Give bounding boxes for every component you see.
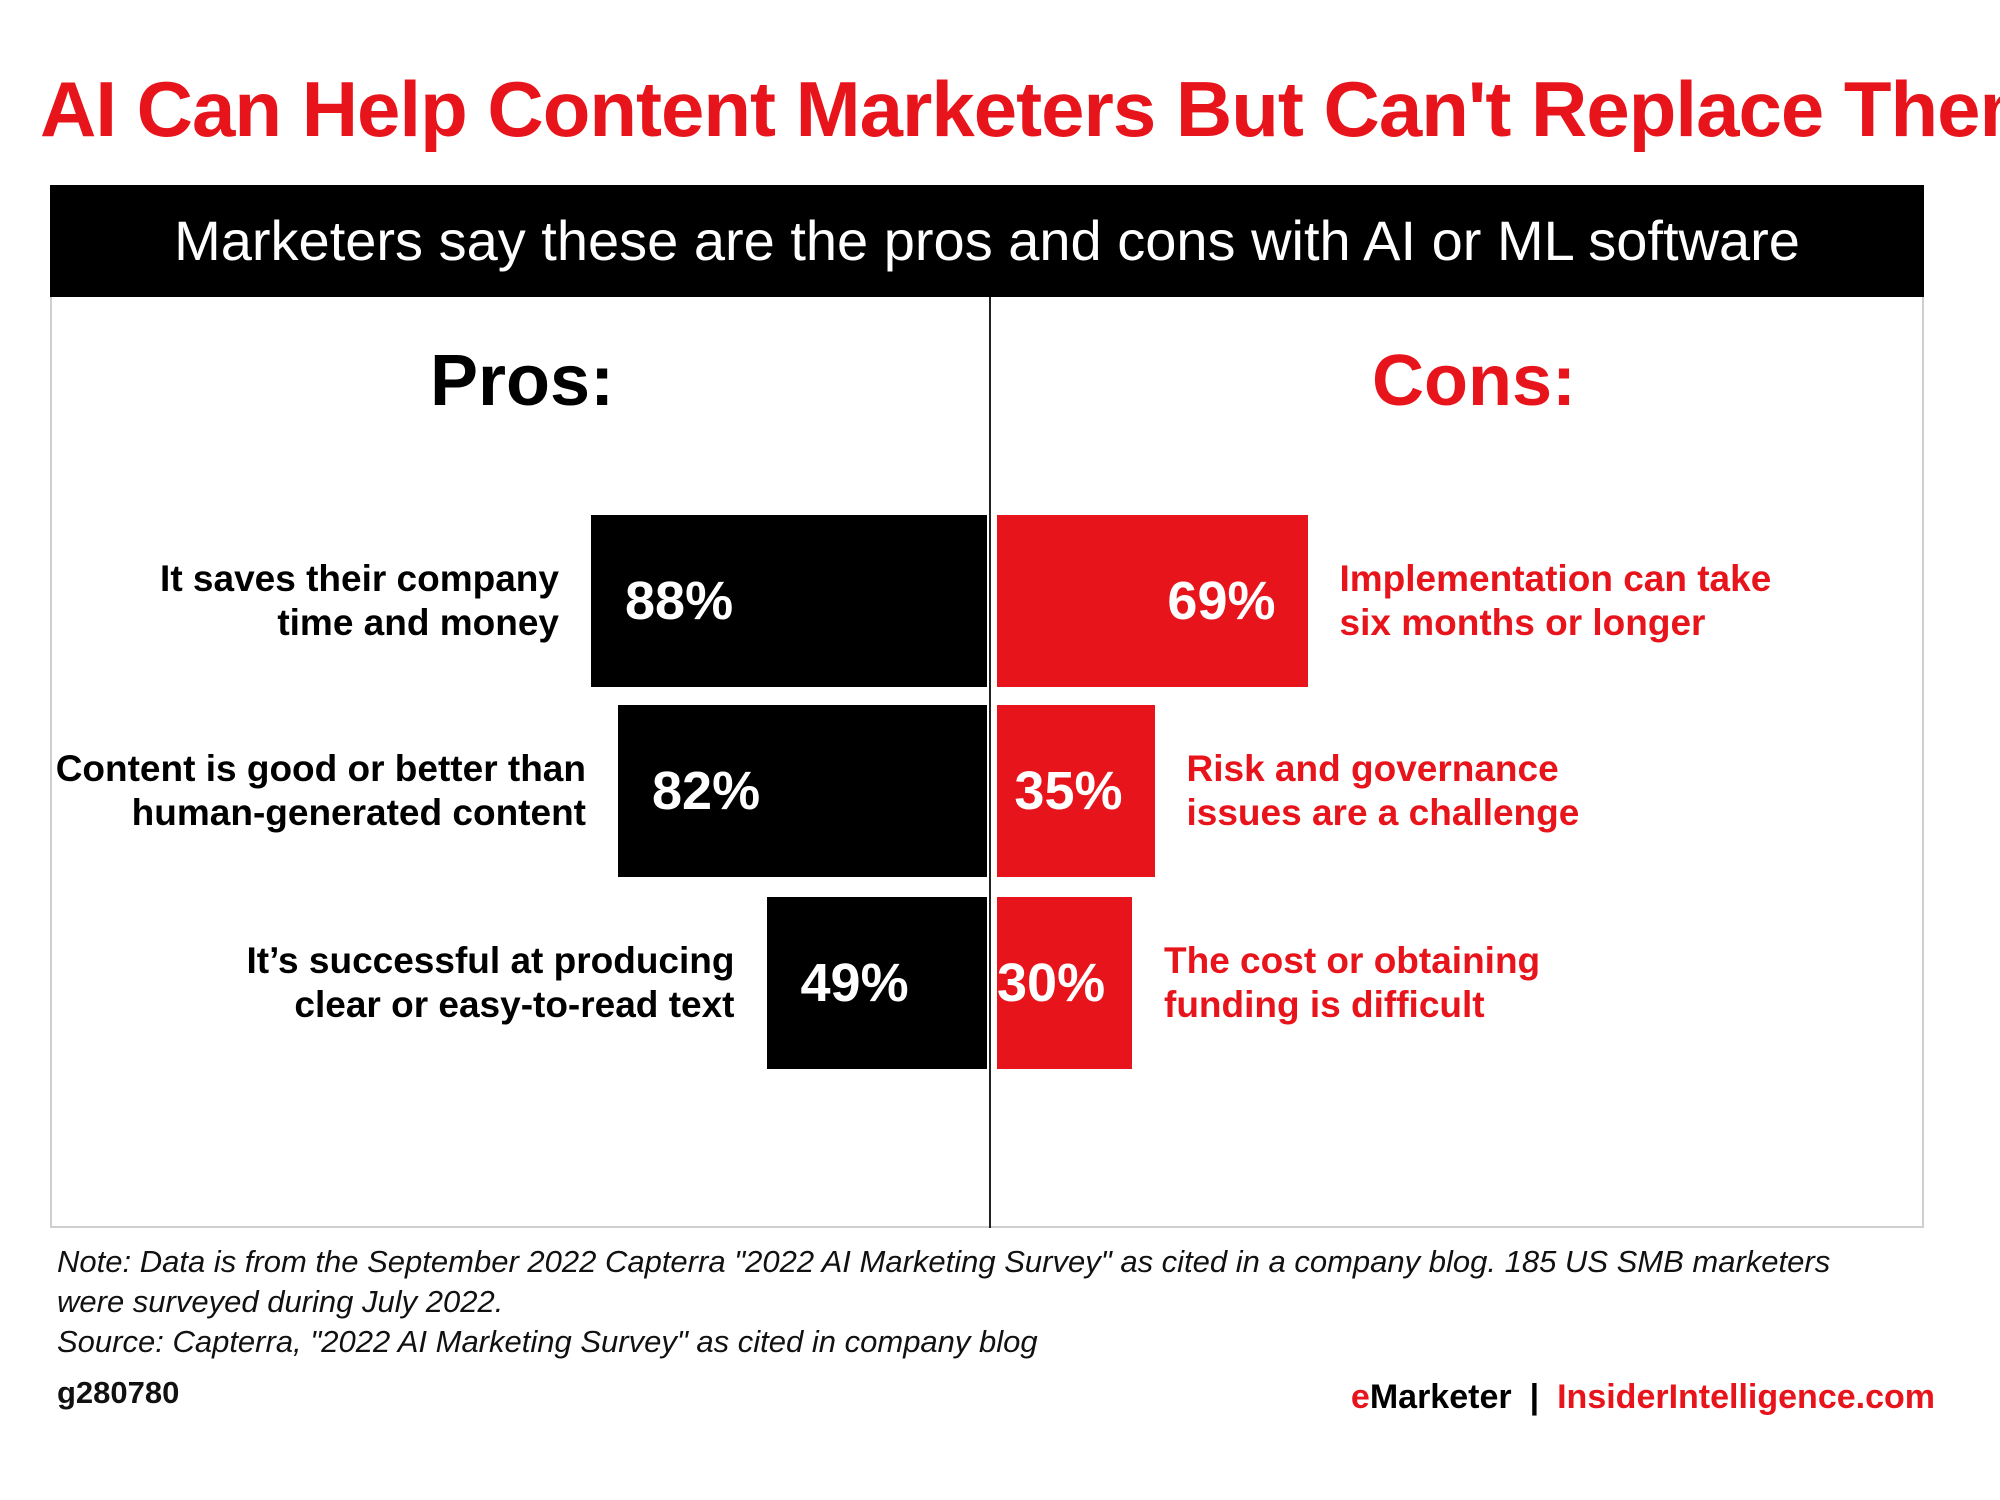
cons-value-label-1: 69%: [1167, 571, 1276, 631]
label-line-2: six months or longer: [1339, 602, 1706, 643]
cons-bar-1: 69%: [997, 515, 1308, 687]
chart-note: Note: Data is from the September 2022 Ca…: [57, 1242, 1937, 1362]
pros-value-label-1: 88%: [625, 571, 734, 631]
label-line-2: issues are a challenge: [1186, 792, 1580, 833]
chart-panel: [50, 185, 1924, 1228]
note-line-2: were surveyed during July 2022.: [57, 1284, 504, 1319]
cons-category-label-3: The cost or obtaining funding is difficul…: [1164, 939, 1764, 1027]
cons-value-label-3: 30%: [997, 953, 1106, 1013]
cons-bar-2: 35%: [997, 705, 1155, 877]
chart-id: g280780: [57, 1375, 180, 1410]
label-line-1: It’s successful at producing: [246, 940, 735, 981]
chart-title: AI Can Help Content Marketers But Can't …: [40, 65, 2000, 153]
label-line-1: It saves their company: [160, 558, 559, 599]
label-line-1: Implementation can take: [1339, 558, 1772, 599]
pros-category-label-3: It’s successful at producing clear or eas…: [135, 939, 735, 1027]
label-line-1: The cost or obtaining: [1164, 940, 1541, 981]
cons-category-label-1: Implementation can take six months or lon…: [1340, 557, 1940, 645]
cons-bar-3: 30%: [997, 897, 1132, 1069]
label-line-2: time and money: [277, 602, 559, 643]
label-line-2: funding is difficult: [1164, 984, 1485, 1025]
source-line: Source: Capterra, "2022 AI Marketing Sur…: [57, 1324, 1038, 1359]
brand-emarketer-e: e: [1350, 1378, 1370, 1416]
cons-category-label-2: Risk and governance issues are a challeng…: [1187, 747, 1787, 835]
pros-category-label-2: Content is good or better than human-gene…: [0, 747, 586, 835]
label-line-1: Content is good or better than: [55, 748, 586, 789]
pros-value-label-3: 49%: [800, 953, 909, 1013]
cons-heading: Cons:: [1372, 341, 1576, 421]
note-line-1: Note: Data is from the September 2022 Ca…: [57, 1244, 1831, 1279]
cons-value-label-2: 35%: [1014, 761, 1123, 821]
pros-bar-3: 49%: [766, 897, 987, 1069]
label-line-2: human-generated content: [131, 792, 586, 833]
label-line-1: Risk and governance: [1186, 748, 1559, 789]
center-divider: [989, 297, 991, 1228]
label-line-2: clear or easy-to-read text: [294, 984, 735, 1025]
pros-bar-2: 82%: [618, 705, 987, 877]
pros-heading: Pros:: [430, 341, 615, 421]
brand-credit: eMarketer | InsiderIntelligence.com: [1351, 1378, 1935, 1417]
pros-bar-1: 88%: [591, 515, 987, 687]
brand-separator: |: [1529, 1378, 1540, 1416]
pros-value-label-2: 82%: [652, 761, 761, 821]
brand-emarketer-rest: Marketer: [1369, 1378, 1512, 1416]
pros-category-label-1: It saves their company time and money: [0, 557, 559, 645]
chart-subtitle: Marketers say these are the pros and con…: [50, 185, 1924, 297]
brand-site-link[interactable]: InsiderIntelligence.com: [1557, 1378, 1935, 1416]
